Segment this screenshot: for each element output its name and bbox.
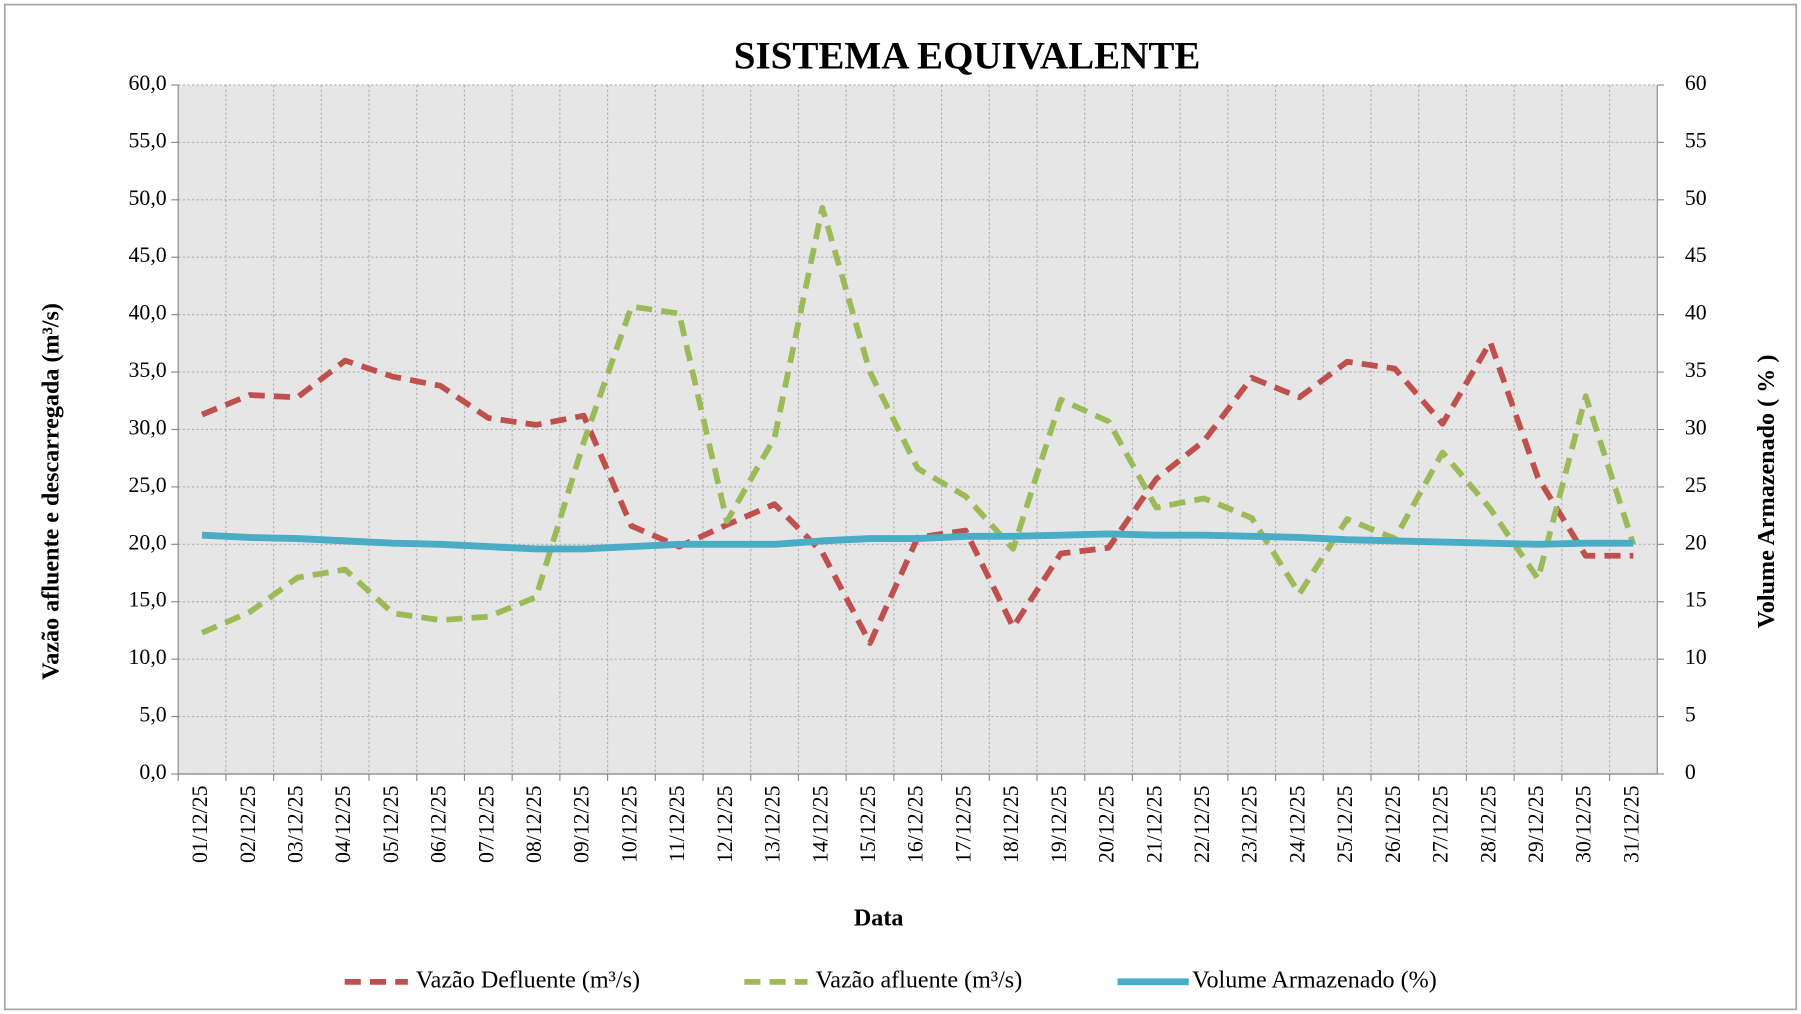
- legend: Vazão Defluente (m³/s) Vazão afluente (m…: [344, 967, 1437, 993]
- x-tick-label: 23/12/25: [1238, 785, 1262, 863]
- y-tick-label: 35,0: [129, 358, 167, 382]
- y-tick-label: 20,0: [129, 530, 167, 554]
- x-tick-label: 02/12/25: [236, 785, 260, 863]
- y2-tick-label: 55: [1685, 128, 1707, 152]
- x-tick-label: 06/12/25: [427, 785, 451, 863]
- x-tick-label: 16/12/25: [904, 785, 928, 863]
- x-tick-label: 14/12/25: [808, 785, 832, 863]
- y2-tick-label: 45: [1685, 243, 1707, 267]
- y-tick-label: 5,0: [139, 703, 166, 727]
- x-tick-label: 18/12/25: [999, 785, 1023, 863]
- x-tick-label: 19/12/25: [1047, 785, 1071, 863]
- y-tick-label: 30,0: [129, 415, 167, 439]
- y2-tick-label: 60: [1685, 71, 1707, 95]
- x-tick-label: 31/12/25: [1619, 785, 1643, 863]
- x-tick-label: 30/12/25: [1572, 785, 1596, 863]
- y2-tick-label: 40: [1685, 301, 1707, 325]
- x-tick-label: 28/12/25: [1476, 785, 1500, 863]
- x-tick-label: 10/12/25: [617, 785, 641, 863]
- y2-tick-label: 25: [1685, 473, 1707, 497]
- y2-tick-label: 5: [1685, 703, 1696, 727]
- x-tick-label: 04/12/25: [331, 785, 355, 863]
- legend-label: Vazão Defluente (m³/s): [416, 967, 640, 993]
- y2-tick-label: 35: [1685, 358, 1707, 382]
- x-tick-label: 17/12/25: [951, 785, 975, 863]
- chart-title: SISTEMA EQUIVALENTE: [734, 35, 1201, 78]
- x-tick-label: 22/12/25: [1190, 785, 1214, 863]
- x-tick-label: 13/12/25: [761, 785, 785, 863]
- x-tick-label: 05/12/25: [379, 785, 403, 863]
- x-tick-label: 29/12/25: [1524, 785, 1548, 863]
- y2-tick-label: 15: [1685, 588, 1707, 612]
- y-tick-label: 40,0: [129, 301, 167, 325]
- x-tick-label: 26/12/25: [1381, 785, 1405, 863]
- y-tick-label: 0,0: [139, 760, 166, 784]
- series-line: [201, 530, 1634, 553]
- y2-axis-label: Volume Armazenado ( % ): [1754, 355, 1780, 629]
- y-axis-label: Vazão afluente e descarregada (m³/s): [39, 303, 65, 680]
- x-tick-label: 03/12/25: [283, 785, 307, 863]
- x-tick-label: 27/12/25: [1429, 785, 1453, 863]
- legend-label: Volume Armazenado (%): [1192, 967, 1437, 993]
- y-tick-label: 60,0: [129, 71, 167, 95]
- y-tick-label: 50,0: [129, 186, 167, 210]
- x-tick-label: 11/12/25: [665, 785, 689, 862]
- x-tick-label: 09/12/25: [570, 785, 594, 863]
- x-tick-label: 01/12/25: [188, 785, 212, 863]
- y2-tick-label: 30: [1685, 415, 1707, 439]
- x-tick-label: 12/12/25: [713, 785, 737, 863]
- y2-tick-label: 50: [1685, 186, 1707, 210]
- y2-tick-label: 20: [1685, 530, 1707, 554]
- x-tick-label: 07/12/25: [474, 785, 498, 863]
- y2-tick-label: 10: [1685, 645, 1707, 669]
- x-tick-label: 24/12/25: [1285, 785, 1309, 863]
- y-tick-label: 55,0: [129, 128, 167, 152]
- y-tick-label: 15,0: [129, 588, 167, 612]
- y-tick-label: 10,0: [129, 645, 167, 669]
- x-tick-label: 21/12/25: [1142, 785, 1166, 863]
- y-tick-label: 25,0: [129, 473, 167, 497]
- x-tick-label: 15/12/25: [856, 785, 880, 863]
- legend-label: Vazão afluente (m³/s): [816, 967, 1023, 993]
- x-tick-label: 08/12/25: [522, 785, 546, 863]
- x-tick-label: 20/12/25: [1095, 785, 1119, 863]
- y-tick-label: 45,0: [129, 243, 167, 267]
- x-tick-label: 25/12/25: [1333, 785, 1357, 863]
- x-axis-label: Data: [854, 905, 904, 931]
- y2-tick-label: 0: [1685, 760, 1696, 784]
